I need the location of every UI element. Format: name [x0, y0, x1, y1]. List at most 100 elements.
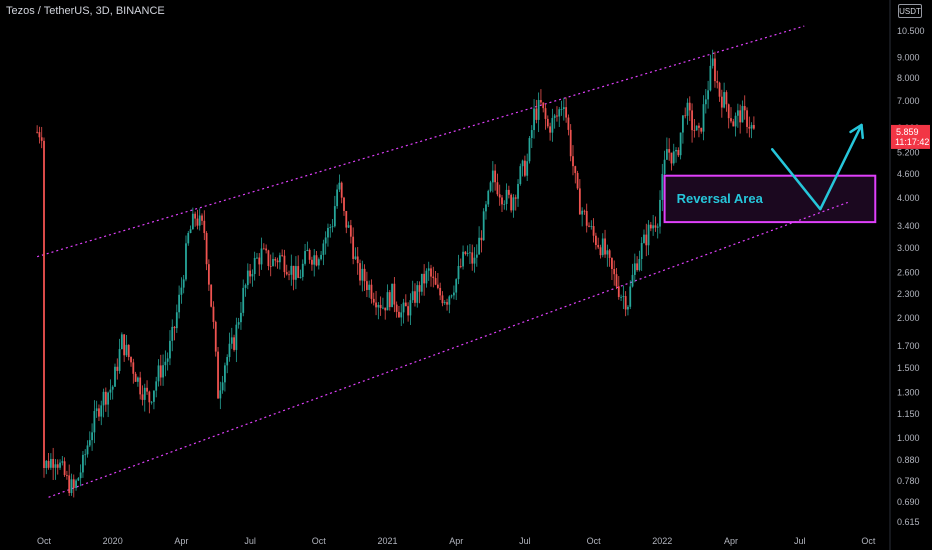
- candle-body: [720, 96, 723, 108]
- x-tick-label: Apr: [724, 536, 738, 546]
- y-tick-label: 4.600: [897, 169, 920, 179]
- candle-body: [313, 255, 316, 265]
- candle-body: [267, 250, 270, 266]
- candle-body: [118, 349, 121, 371]
- candle-body: [153, 390, 155, 402]
- candle-body: [663, 159, 666, 174]
- reversal-area-box[interactable]: [663, 174, 877, 224]
- channel-line-upper[interactable]: [36, 25, 805, 258]
- candle-body: [544, 108, 547, 119]
- candle-body: [130, 356, 132, 363]
- x-tick-label: 2022: [652, 536, 672, 546]
- channel-line-lower[interactable]: [48, 201, 848, 498]
- candle-body: [240, 312, 242, 323]
- currency-selector[interactable]: USDT: [898, 4, 922, 18]
- candle-body: [489, 182, 492, 191]
- candle-body: [430, 268, 432, 277]
- candle-body: [675, 149, 677, 152]
- candle-body: [368, 284, 371, 290]
- candle-body: [622, 296, 625, 297]
- candle-body: [725, 92, 728, 105]
- candle-body: [93, 411, 96, 433]
- y-tick-label: 4.000: [897, 193, 920, 203]
- candle-body: [230, 337, 233, 344]
- candle-body: [572, 156, 574, 167]
- x-tick-label: Jul: [244, 536, 256, 546]
- candle-body: [45, 460, 48, 468]
- candle-body: [352, 236, 355, 259]
- x-tick-label: 2020: [103, 536, 123, 546]
- candle-body: [320, 254, 322, 260]
- y-tick-label: 1.300: [897, 388, 920, 398]
- candle-body: [611, 257, 613, 270]
- candle-body: [100, 405, 103, 417]
- candle-body: [574, 166, 577, 174]
- candle-body: [739, 110, 742, 123]
- candle-body: [196, 218, 199, 226]
- candle-body: [159, 365, 162, 378]
- candle-body: [562, 107, 565, 110]
- candle-body: [125, 344, 128, 356]
- candle-body: [459, 266, 462, 267]
- x-tick-label: Oct: [861, 536, 876, 546]
- candle-body: [475, 254, 478, 258]
- candle-body: [702, 104, 705, 132]
- candle-body: [141, 394, 144, 400]
- candle-body: [84, 454, 87, 456]
- candle-body: [349, 225, 352, 237]
- candle-body: [221, 382, 224, 391]
- candle-body: [615, 274, 618, 287]
- candle-body: [95, 408, 98, 412]
- candle-body: [471, 252, 474, 264]
- candle-body: [420, 273, 423, 292]
- candle-body: [276, 260, 279, 263]
- candle-body: [123, 334, 126, 356]
- candle-body: [507, 189, 510, 195]
- candle-body: [423, 273, 426, 284]
- candle-body: [304, 251, 306, 264]
- candle-body: [47, 460, 50, 468]
- candle-body: [198, 215, 201, 226]
- y-tick-label: 1.000: [897, 433, 920, 443]
- candle-body: [354, 256, 357, 259]
- candle-body: [714, 58, 716, 82]
- candle-body: [54, 464, 57, 468]
- candle-body: [684, 115, 687, 117]
- candle-body: [750, 125, 753, 129]
- candle-body: [624, 296, 627, 310]
- candle-body: [732, 121, 735, 127]
- candle-body: [453, 292, 455, 296]
- projection-arrow-path[interactable]: [770, 123, 863, 211]
- candle-body: [166, 358, 169, 362]
- candle-body: [450, 295, 453, 297]
- candle-body: [592, 226, 595, 236]
- x-tick-label: Oct: [312, 536, 327, 546]
- candle-body: [407, 306, 410, 316]
- candle-body: [730, 118, 732, 122]
- candle-body: [253, 257, 256, 275]
- x-tick-label: Oct: [587, 536, 602, 546]
- candle-body: [581, 210, 584, 215]
- candle-body: [569, 129, 572, 157]
- candle-body: [203, 220, 206, 234]
- candle-body: [707, 90, 709, 100]
- candle-body: [388, 292, 391, 308]
- candle-body: [292, 265, 295, 280]
- candle-body: [386, 292, 389, 311]
- candle-body: [359, 263, 361, 281]
- candle-body: [331, 226, 334, 228]
- candle-body: [427, 268, 430, 271]
- candle-body: [551, 117, 554, 133]
- candle-body: [61, 461, 64, 463]
- candle-body: [217, 351, 219, 399]
- candle-body: [647, 224, 650, 246]
- candle-body: [155, 381, 158, 391]
- candle-body: [306, 249, 309, 252]
- candle-body: [111, 386, 114, 390]
- candle-body: [207, 264, 210, 285]
- candle-body: [40, 137, 43, 141]
- candle-body: [629, 286, 632, 307]
